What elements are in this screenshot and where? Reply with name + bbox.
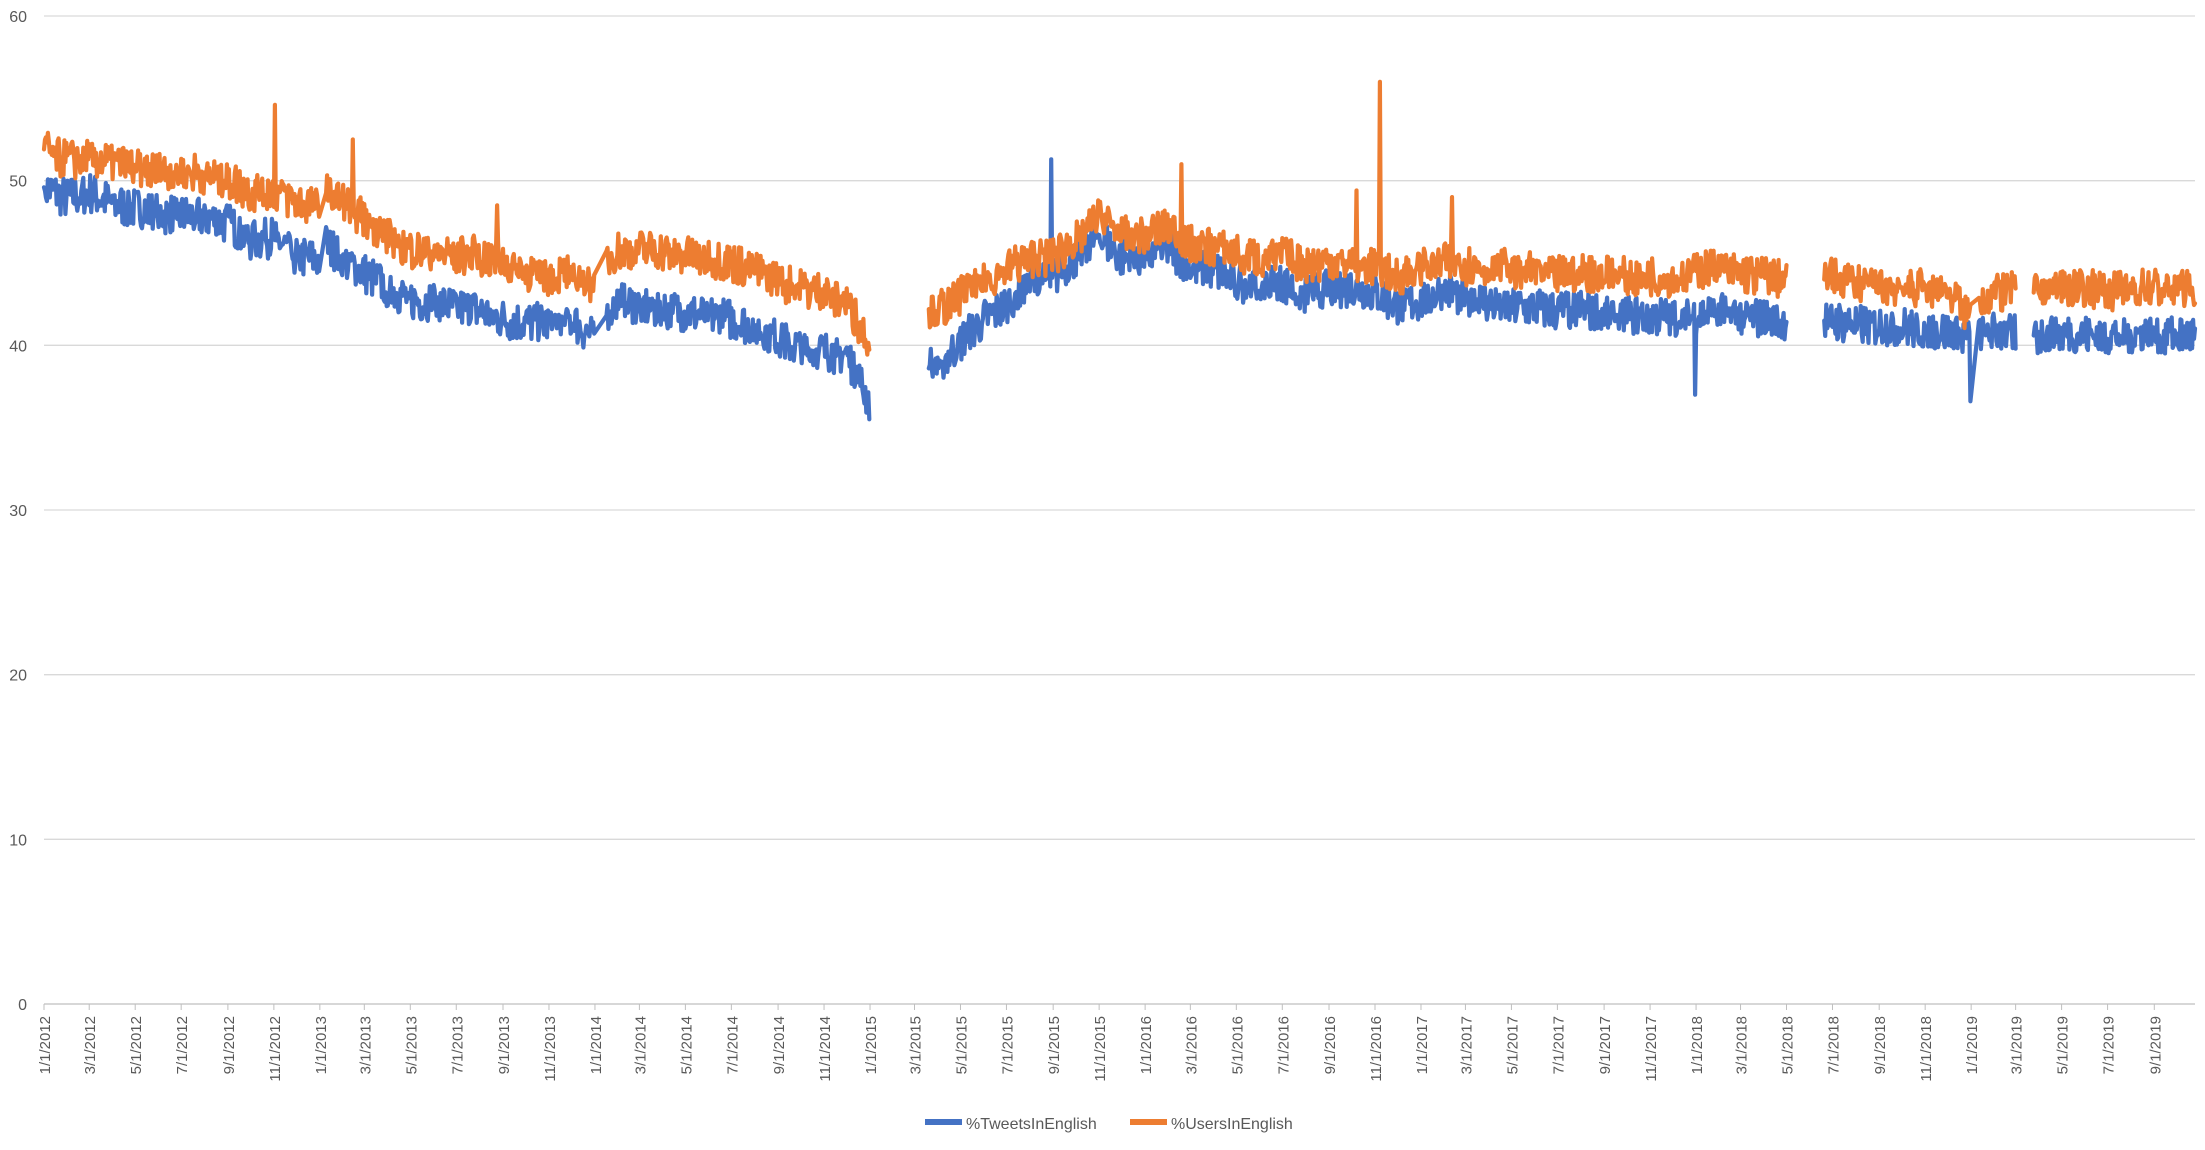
series-line-users <box>41 79 2198 357</box>
x-tick-label: 11/1/2013 <box>542 1016 559 1082</box>
x-tick-label: 3/1/2014 <box>632 1016 649 1074</box>
x-tick-label: 3/1/2015 <box>907 1016 924 1074</box>
y-tick-label: 50 <box>9 174 27 191</box>
gridlines <box>43 15 2195 1010</box>
x-tick-label: 11/1/2015 <box>1092 1016 1109 1082</box>
series-lines <box>41 79 2198 422</box>
legend-label-tweets: %TweetsInEnglish <box>966 1116 1097 1133</box>
x-tick-label: 9/1/2017 <box>1597 1016 1614 1074</box>
x-tick-label: 5/1/2016 <box>1229 1016 1246 1074</box>
x-tick-label: 9/1/2013 <box>496 1016 513 1074</box>
x-tick-label: 1/1/2014 <box>588 1016 605 1074</box>
x-tick-label: 5/1/2018 <box>1780 1016 1797 1074</box>
x-tick-label: 9/1/2012 <box>221 1016 238 1074</box>
x-tick-label: 7/1/2019 <box>2101 1016 2118 1074</box>
y-tick-label: 60 <box>9 9 27 26</box>
x-tick-label: 1/1/2017 <box>1414 1016 1431 1074</box>
x-tick-label: 1/1/2016 <box>1138 1016 1155 1074</box>
x-tick-label: 7/1/2016 <box>1275 1016 1292 1074</box>
x-tick-label: 9/1/2019 <box>2147 1016 2164 1074</box>
x-tick-label: 5/1/2013 <box>403 1016 420 1074</box>
x-tick-label: 9/1/2016 <box>1322 1016 1339 1074</box>
x-tick-label: 3/1/2018 <box>1734 1016 1751 1074</box>
y-tick-label: 20 <box>9 668 27 685</box>
x-axis-tick-labels: 1/1/2012 3/1/2012 5/1/2012 7/1/2012 9/1/2012… <box>37 1016 2164 1082</box>
x-tick-label: 11/1/2012 <box>267 1016 284 1082</box>
y-tick-label: 10 <box>9 832 27 849</box>
legend-label-users: %UsersInEnglish <box>1171 1116 1293 1133</box>
x-tick-label: 1/1/2012 <box>37 1016 54 1074</box>
x-tick-label: 7/1/2012 <box>174 1016 191 1074</box>
x-tick-label: 11/1/2017 <box>1643 1016 1660 1082</box>
x-tick-label: 5/1/2019 <box>2055 1016 2072 1074</box>
x-tick-label: 11/1/2014 <box>817 1016 834 1082</box>
x-tick-label: 7/1/2013 <box>449 1016 466 1074</box>
x-tick-label: 7/1/2014 <box>724 1016 741 1074</box>
y-tick-label: 0 <box>18 997 27 1014</box>
x-tick-label: 7/1/2018 <box>1825 1016 1842 1074</box>
x-tick-label: 9/1/2018 <box>1872 1016 1889 1074</box>
x-tick-label: 3/1/2019 <box>2009 1016 2026 1074</box>
legend: %TweetsInEnglish %UsersInEnglish <box>925 1116 1293 1133</box>
x-tick-label: 9/1/2015 <box>1046 1016 1063 1074</box>
x-tick-label: 5/1/2017 <box>1504 1016 1521 1074</box>
x-tick-label: 3/1/2012 <box>82 1016 99 1074</box>
x-tick-label: 5/1/2015 <box>953 1016 970 1074</box>
x-tick-label: 1/1/2015 <box>863 1016 880 1074</box>
x-tick-label: 5/1/2014 <box>678 1016 695 1074</box>
x-tick-label: 3/1/2016 <box>1183 1016 1200 1074</box>
x-tick-label: 11/1/2018 <box>1918 1016 1935 1082</box>
x-tick-label: 3/1/2013 <box>357 1016 374 1074</box>
y-axis-tick-labels: 0 10 20 30 40 50 60 <box>9 9 27 1014</box>
x-tick-label: 9/1/2014 <box>771 1016 788 1074</box>
x-tick-label: 7/1/2015 <box>999 1016 1016 1074</box>
x-tick-label: 5/1/2012 <box>128 1016 145 1074</box>
series-line-tweets <box>41 157 2198 422</box>
y-tick-label: 30 <box>9 503 27 520</box>
x-tick-label: 11/1/2016 <box>1368 1016 1385 1082</box>
x-tick-label: 1/1/2013 <box>313 1016 330 1074</box>
x-tick-label: 1/1/2019 <box>1964 1016 1981 1074</box>
y-tick-label: 40 <box>9 338 27 355</box>
x-tick-label: 7/1/2017 <box>1550 1016 1567 1074</box>
x-tick-label: 3/1/2017 <box>1458 1016 1475 1074</box>
x-tick-label: 1/1/2018 <box>1689 1016 1706 1074</box>
